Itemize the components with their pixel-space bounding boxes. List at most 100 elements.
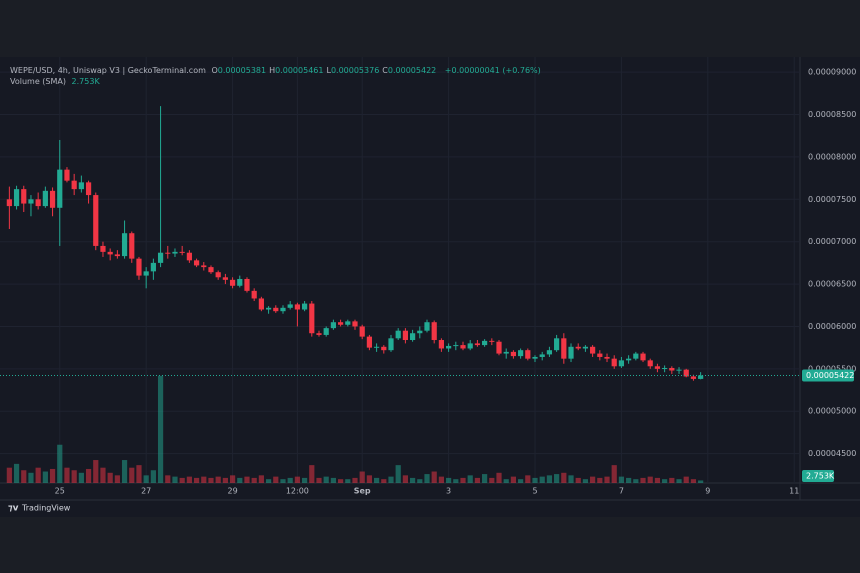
volume-bar [136,465,142,483]
volume-sma: 2.753K [71,77,100,86]
volume-bar [669,477,675,483]
candle-body [676,369,682,371]
volume-bar [438,476,445,483]
candle-body [597,353,603,357]
symbol-title: WEPE/USD, 4h, Uniswap V3 | GeckoTerminal… [10,66,206,75]
volume-bar [373,477,380,483]
y-tick-label: 0.00009000 [808,68,856,77]
volume-bar [114,475,120,483]
volume-bar [13,463,20,483]
y-tick-label: 0.00007500 [808,195,856,204]
last-price-box [802,369,854,382]
candle-body [532,356,538,359]
candle-body [193,260,200,266]
candle-body [662,367,668,369]
volume-bar [237,477,243,483]
candle-body [489,340,495,342]
candle-body [410,333,416,341]
candle-body [309,303,315,334]
candle-body [150,262,156,272]
volume-bar [482,474,488,483]
volume-bar [229,475,236,483]
candle-body [604,356,610,359]
x-tick-label: 3 [446,487,451,496]
volume-bar [251,477,257,483]
candle-body [186,252,192,261]
volume-bar [496,472,502,483]
candle-body [366,336,372,348]
candle-body [222,277,228,280]
candle-body [640,353,646,361]
volume-bar [93,460,99,483]
volume-bar [323,476,329,483]
volume-bar [510,476,517,483]
volume-bar [157,375,164,483]
volume-bar [431,471,437,483]
volume-bar [366,475,372,483]
candle-body [179,251,185,253]
volume-bar [489,477,495,483]
volume-bar [647,476,653,483]
candle-body [172,251,178,254]
y-tick-label: 0.00004500 [808,449,856,458]
candle-body [121,233,128,257]
ohlc-value: 0.00005461 [275,66,324,75]
volume-bar [71,470,77,483]
candle-body [287,304,293,308]
volume-sma-label: 2.753K [806,471,835,480]
x-tick-label: 25 [55,487,65,496]
x-tick-label: 7 [619,487,624,496]
volume-bar [165,475,171,483]
volume-bar [316,477,322,483]
ohlc-label: H [269,66,276,75]
volume-bar [446,477,452,483]
candle-body [446,345,452,349]
x-tick-label: 11 [789,487,799,496]
candle-body [93,195,99,246]
candle-body [208,267,214,273]
volume-bar [309,465,315,483]
candle-body [525,350,531,359]
volume-bar [345,479,351,483]
legend: WEPE/USD, 4h, Uniswap V3 | GeckoTerminal… [10,65,544,87]
volume-bar [518,479,524,483]
volume-bar [474,477,481,483]
candle-body [388,338,394,351]
candle-body [482,340,488,346]
legend-row: WEPE/USD, 4h, Uniswap V3 | GeckoTerminal… [10,65,544,76]
volume-bar [193,477,200,483]
candle-body [402,330,409,341]
volume-sma-box [802,469,834,482]
candle-body [539,354,545,357]
volume-bar [150,470,156,483]
volume-bar [21,470,27,483]
candle-body [503,351,509,354]
chart-panel [0,57,860,517]
volume-bar [42,471,48,483]
y-tick-label: 0.00006500 [808,280,856,289]
candle-body [561,338,567,359]
ohlc-label: C [382,66,388,75]
volume-bar [294,476,300,483]
candle-body [352,321,358,327]
volume-bar [129,467,135,483]
volume-bar [57,444,63,483]
candle-body [201,265,207,268]
y-tick-label: 0.00008500 [808,110,856,119]
candle-body [496,341,502,354]
volume-bar [78,472,84,483]
candle-body [42,190,48,207]
volume-bar [107,472,113,483]
candle-body [633,353,639,359]
candle-body [582,346,589,349]
y-tick-label: 0.00008000 [808,152,856,161]
x-tick-label: 5 [532,487,537,496]
volume-bar [582,479,589,483]
legend-row: Volume (SMA) 2.753K [10,76,544,87]
candle-body [417,330,423,334]
volume-bar [172,476,178,483]
volume-bar [85,468,92,483]
candle-body [510,351,517,357]
